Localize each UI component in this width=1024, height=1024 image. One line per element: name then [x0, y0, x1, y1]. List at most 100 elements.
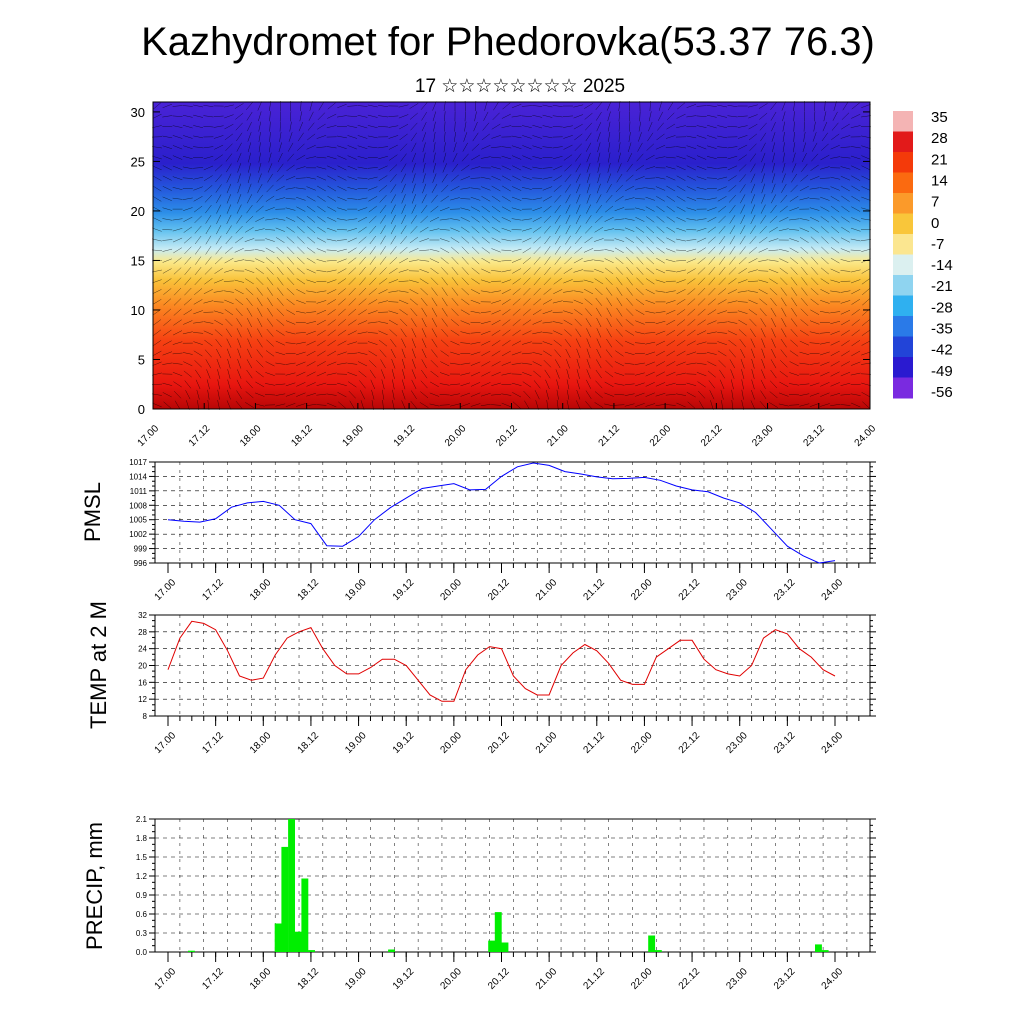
colorbar-label: -14	[931, 257, 953, 274]
precip-x-tick-label: 17.00	[153, 966, 179, 992]
precip-x-tick-label: 21.00	[534, 966, 560, 992]
heatmap-x-tick-label: 21.12	[597, 423, 623, 449]
precip-bar	[815, 944, 822, 952]
colorbar-swatch	[893, 213, 913, 235]
heatmap-x-tick-label: 19.00	[341, 423, 367, 449]
pmsl-x-tick-label: 17.00	[153, 577, 179, 603]
colorbar-label: 28	[931, 130, 948, 147]
pmsl-y-tick-label: 1011	[130, 487, 148, 496]
precip-bar	[281, 846, 289, 952]
colorbar-swatch	[893, 254, 913, 276]
pmsl-frame	[154, 461, 871, 564]
precip-bar	[308, 950, 315, 952]
precip-bar	[188, 950, 195, 952]
heatmap-x-tick-label: 20.12	[494, 423, 520, 449]
temp-x-tick-label: 21.12	[581, 730, 607, 756]
heatmap-x-tick-label: 17.12	[187, 423, 213, 449]
colorbar-swatch	[893, 275, 913, 296]
heatmap-x-tick-label: 17.00	[136, 423, 162, 449]
precip-bar	[294, 931, 302, 952]
temp-y-tick-label: 28	[138, 628, 147, 637]
heatmap-y-axis: 0 5 10 15 20 25 30	[131, 105, 870, 417]
colorbar-swatch	[893, 172, 913, 194]
precip-bar	[274, 923, 282, 952]
temp-x-tick-label: 23.00	[724, 730, 750, 756]
heatmap-x-tick-label: 23.12	[801, 423, 827, 449]
colorbar-label: -49	[931, 363, 953, 380]
precip-y-tick-label: 2.1	[136, 815, 148, 824]
precip-x-tick-label: 20.12	[486, 966, 512, 992]
colorbar-label: -56	[931, 384, 953, 401]
colorbar-swatch	[893, 131, 913, 153]
colorbar-swatch	[893, 377, 913, 399]
precip-bar	[501, 942, 509, 952]
heatmap-x-tick-label: 20.00	[443, 423, 469, 449]
colorbar-label: -28	[931, 299, 953, 316]
colorbar-label: 0	[931, 215, 939, 232]
precip-bar	[301, 878, 309, 952]
colorbar-label: 21	[931, 151, 948, 168]
temp-x-tick-label: 18.12	[296, 730, 322, 756]
pmsl-x-tick-label: 20.00	[439, 577, 465, 603]
precip-y-tick-label: 1.8	[136, 834, 148, 843]
temp-x-tick-label: 19.12	[391, 730, 417, 756]
pmsl-series-line	[167, 462, 836, 564]
pmsl-y-tick-label: 999	[134, 545, 148, 554]
precip-x-tick-label: 19.12	[391, 966, 417, 992]
heatmap-x-tick-label: 22.12	[699, 423, 725, 449]
pmsl-x-tick-label: 19.12	[391, 577, 417, 603]
temp-y-tick-label: 20	[138, 662, 147, 671]
precip-x-tick-label: 17.12	[200, 966, 226, 992]
colorbar-swatch	[893, 316, 913, 337]
pmsl-x-tick-label: 23.12	[772, 577, 798, 603]
temp-x-tick-label: 22.00	[629, 730, 655, 756]
pmsl-x-tick-label: 18.12	[296, 577, 322, 603]
precip-bar	[648, 935, 656, 952]
heatmap-x-tick-label: 22.00	[648, 423, 674, 449]
pmsl-y-label: PMSL	[80, 482, 105, 542]
heatmap-y-tick-label: 0	[138, 402, 145, 417]
heatmap-x-tick-label: 24.00	[853, 423, 879, 449]
precip-bar	[388, 949, 395, 952]
precip-x-tick-label: 18.00	[248, 966, 274, 992]
precip-x-tick-label: 20.00	[439, 966, 465, 992]
heatmap-y-tick-label: 5	[138, 352, 145, 367]
pmsl-x-tick-label: 20.12	[486, 577, 512, 603]
pmsl-panel: PMSL 996 999 1002 1005 1008 1011 1014 1017 17.00…	[80, 458, 876, 603]
temp-y-tick-label: 24	[138, 645, 147, 654]
pmsl-y-tick-label: 1014	[129, 472, 147, 481]
temp-y-tick-label: 32	[138, 611, 147, 620]
temp-y-label: TEMP at 2 M	[86, 601, 111, 729]
colorbar-swatch	[893, 295, 913, 317]
temp-y-tick-label: 8	[143, 712, 148, 721]
precip-x-tick-label: 21.12	[581, 966, 607, 992]
pmsl-x-tick-label: 21.12	[581, 577, 607, 603]
precip-x-tick-label: 22.00	[629, 966, 655, 992]
pmsl-x-tick-label: 18.00	[248, 577, 274, 603]
precip-bar	[654, 950, 662, 952]
wind-barbs	[151, 100, 872, 411]
heatmap-x-tick-label: 18.00	[238, 423, 264, 449]
colorbar-label: -42	[931, 342, 953, 359]
temp-x-tick-label: 19.00	[343, 730, 369, 756]
precip-frame	[154, 818, 871, 953]
pmsl-y-tick-label: 1008	[129, 501, 147, 510]
pmsl-y-tick-label: 1002	[129, 530, 147, 539]
precip-x-tick-label: 23.12	[772, 966, 798, 992]
heatmap-y-tick-label: 15	[131, 253, 145, 268]
precip-y-tick-label: 0.6	[136, 910, 148, 919]
colorbar-label: -7	[931, 236, 944, 253]
heatmap-x-tick-label: 18.12	[289, 423, 315, 449]
heatmap-x-tick-label: 21.00	[545, 423, 571, 449]
colorbar-swatch	[893, 152, 913, 173]
precip-x-tick-label: 23.00	[724, 966, 750, 992]
heatmap-x-tick-label: 19.12	[392, 423, 418, 449]
colorbar-swatch	[893, 336, 913, 358]
temp-x-tick-label: 17.00	[153, 730, 179, 756]
precip-bar	[494, 912, 502, 952]
temp-x-tick-label: 24.00	[820, 730, 846, 756]
pmsl-x-tick-label: 19.00	[343, 577, 369, 603]
heatmap-y-tick-label: 30	[131, 105, 145, 120]
temp-x-tick-label: 23.12	[772, 730, 798, 756]
pmsl-x-tick-label: 22.00	[629, 577, 655, 603]
